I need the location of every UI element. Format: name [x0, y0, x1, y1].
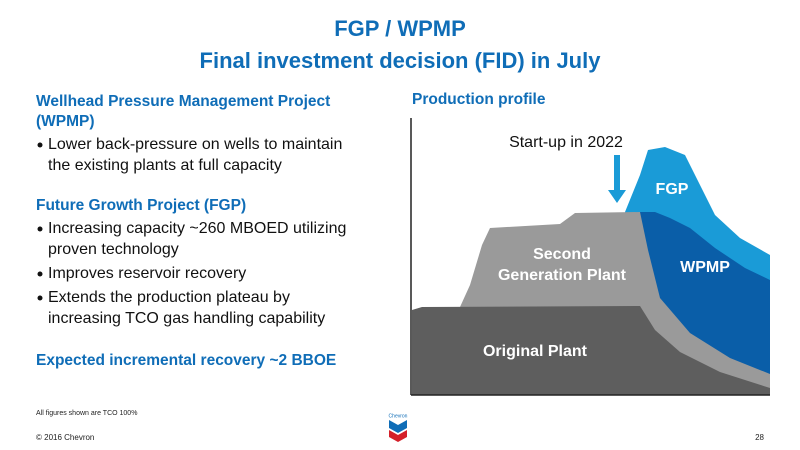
logo-mark [389, 430, 407, 442]
copyright: © 2016 Chevron [36, 433, 94, 442]
bullet [37, 271, 43, 277]
bullet-text: Lower back-pressure on wells to maintain [48, 136, 342, 153]
original-area [412, 306, 770, 395]
bullet [37, 142, 43, 148]
area-label: WPMP [680, 259, 730, 276]
bullet-text: Improves reservoir recovery [48, 265, 246, 282]
logo-text: Chevron [389, 413, 408, 419]
section-heading: Wellhead Pressure Management Project [36, 93, 330, 110]
bullet-text: increasing TCO gas handling capability [48, 310, 325, 327]
chart-title: Production profile [412, 91, 546, 108]
bullet-text: Extends the production plateau by [48, 289, 290, 306]
bullet-text: Increasing capacity ~260 MBOED utilizing [48, 220, 346, 237]
title: FGP / WPMP [334, 16, 466, 41]
title: Final investment decision (FID) in July [200, 48, 602, 73]
section-heading: Future Growth Project (FGP) [36, 197, 246, 214]
bullet-text: the existing plants at full capacity [48, 157, 282, 174]
section-heading: (WPMP) [36, 113, 95, 130]
area-label: FGP [656, 181, 689, 198]
arrow [608, 155, 626, 203]
production-chart [410, 118, 770, 396]
area-label: Original Plant [483, 343, 588, 360]
closing: Expected incremental recovery ~2 BBOE [36, 352, 336, 369]
area-label: Generation Plant [498, 267, 627, 284]
annotation: Start-up in 2022 [509, 134, 623, 151]
logo-mark [389, 420, 407, 433]
bullet [37, 295, 43, 301]
footnote: All figures shown are TCO 100% [36, 410, 137, 417]
bullet [37, 226, 43, 232]
logo: Chevron [389, 413, 408, 442]
bullet-text: proven technology [48, 241, 179, 258]
area-label: Second [533, 246, 591, 263]
page-number: 28 [755, 433, 764, 442]
